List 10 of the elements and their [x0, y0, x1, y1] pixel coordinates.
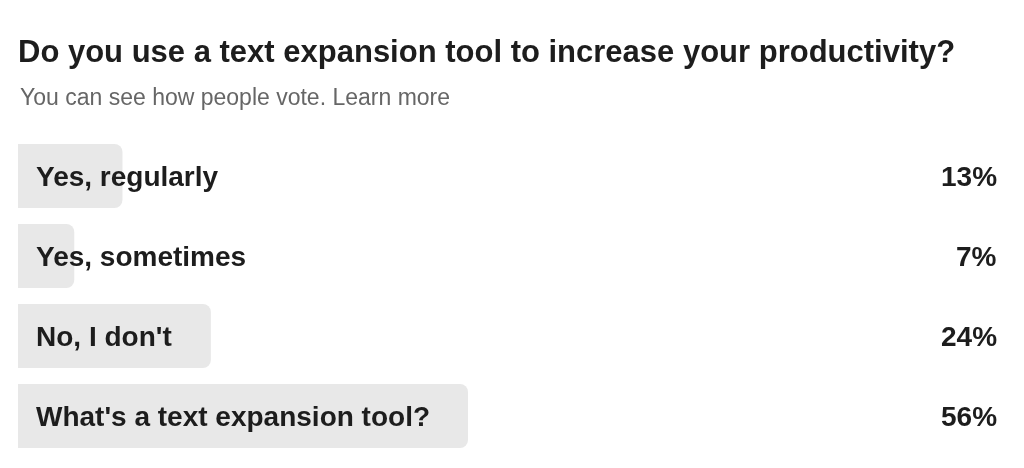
y-tick-label: Yes, sometimes: [36, 240, 247, 272]
y-tick-label: What's a text expansion tool?: [36, 400, 431, 432]
data-label: 24%: [941, 321, 998, 352]
chart-title: Do you use a text expansion tool to increase your productivity?: [18, 33, 956, 69]
data-label: 56%: [941, 401, 998, 432]
chart-subtitle: You can see how people vote. Learn more: [20, 84, 451, 110]
data-label: 13%: [941, 161, 998, 192]
y-tick-label: Yes, regularly: [36, 160, 219, 192]
data-label: 7%: [956, 241, 997, 272]
y-tick-label: No, I don't: [36, 320, 172, 352]
